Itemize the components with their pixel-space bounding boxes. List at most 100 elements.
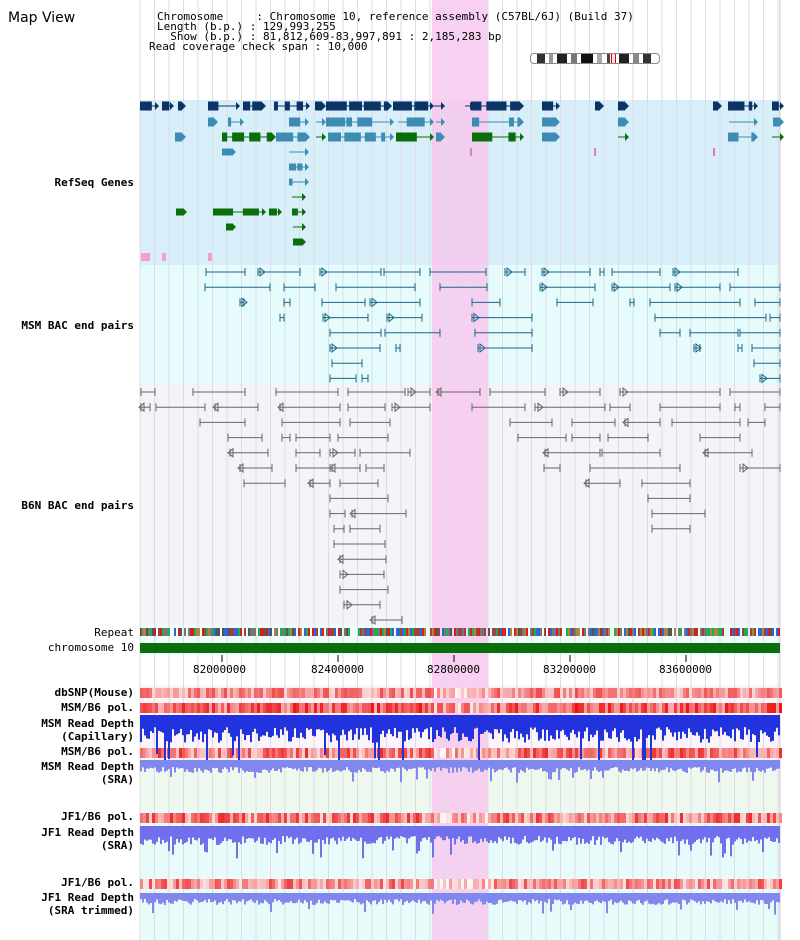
gene-exon[interactable] [363,101,381,111]
gene-exon[interactable] [344,132,361,142]
gene-exon[interactable] [175,132,182,142]
gene-exon[interactable] [293,238,302,246]
gene-exon[interactable] [381,132,386,142]
gene-exon[interactable] [289,178,293,186]
gene-exon[interactable] [178,101,182,111]
read-depth-bar [570,893,572,911]
gene-exon[interactable] [276,132,294,142]
polymorphism-cell [161,703,164,713]
track-label-msm-read-depth-sra[interactable]: MSM Read Depth [41,760,134,773]
gene-exon[interactable] [289,163,297,171]
track-label-msm-b6-pol[interactable]: MSM/B6 pol. [61,701,134,714]
gene-exon[interactable] [208,117,214,127]
gene-exon[interactable] [414,101,429,111]
gene-exon[interactable] [297,132,306,142]
gene-exon[interactable] [396,132,417,142]
polymorphism-cell [518,703,521,713]
gene-exon[interactable] [284,101,290,111]
gene-exon[interactable] [713,101,718,111]
track-label-repeat[interactable]: Repeat [94,626,134,639]
gene-exon[interactable] [618,117,625,127]
gene-exon[interactable] [297,163,303,171]
gene-exon[interactable] [349,101,362,111]
gene-exon[interactable] [542,117,556,127]
gene-exon[interactable] [222,148,232,156]
chromosome-ideogram[interactable] [530,53,660,64]
gene-exon[interactable] [509,117,514,127]
gene-exon[interactable] [618,101,625,111]
gene-exon[interactable] [406,117,425,127]
gene-exon[interactable] [472,117,480,127]
read-depth-bar [554,760,556,773]
gene-exon[interactable] [595,101,600,111]
gene-exon[interactable] [140,101,152,111]
track-label-jf1-read-depth-sra[interactable]: JF1 Read Depth [41,826,134,839]
read-depth-bar [536,826,538,841]
gene-exon[interactable] [249,132,261,142]
polymorphism-cell [428,703,431,713]
read-depth-bar [530,715,532,728]
gene-exon[interactable] [289,117,301,127]
gene-exon[interactable] [328,132,341,142]
gene-exon[interactable] [208,101,219,111]
track-label-msm-bac[interactable]: MSM BAC end pairs [21,319,134,332]
gene-exon[interactable] [517,117,520,127]
gene-exon[interactable] [542,101,554,111]
gene-exon[interactable] [751,132,754,142]
gene-exon[interactable] [510,101,520,111]
gene-exon[interactable] [486,101,507,111]
read-depth-bar [522,893,524,902]
track-label-refseq[interactable]: RefSeq Genes [54,176,134,189]
read-depth-bar [548,893,550,900]
gene-exon[interactable] [162,101,170,111]
repeat-element [746,628,748,636]
track-label-b6n-bac[interactable]: B6N BAC end pairs [21,499,134,512]
gene-exon[interactable] [357,117,373,127]
gene-exon[interactable] [772,101,779,111]
gene-exon[interactable] [292,208,298,216]
track-label-chromosome[interactable]: chromosome 10 [47,641,134,654]
track-label-jf1-b6-pol-trimmed[interactable]: JF1/B6 pol. [61,876,134,889]
read-depth-bar [282,893,284,905]
gene-exon[interactable] [243,101,251,111]
gene-exon[interactable] [383,101,388,111]
track-label-dbsnp[interactable]: dbSNP(Mouse) [54,686,134,699]
read-depth-bar [424,715,426,730]
gene-exon[interactable] [471,101,482,111]
gene-exon[interactable] [436,132,441,142]
polymorphism-cell [233,879,236,889]
polymorphism-cell [389,748,392,758]
gene-exon[interactable] [222,132,228,142]
gene-exon[interactable] [542,132,556,142]
gene-exon[interactable] [296,101,304,111]
track-label-msm-b6-pol-sra[interactable]: MSM/B6 pol. [61,745,134,758]
gene-exon[interactable] [213,208,234,216]
track-label-msm-read-depth-capillary[interactable]: MSM Read Depth [41,717,134,730]
polymorphism-cell [542,813,545,823]
gene-exon[interactable] [472,132,493,142]
gene-exon[interactable] [274,101,278,111]
gene-exon[interactable] [242,208,259,216]
gene-exon[interactable] [269,208,277,216]
gene-exon[interactable] [326,117,346,127]
gene-exon[interactable] [252,101,262,111]
gene-exon[interactable] [226,223,232,231]
gene-exon[interactable] [773,117,780,127]
gene-exon[interactable] [315,101,322,111]
gene-exon[interactable] [364,132,376,142]
gene-exon[interactable] [326,101,347,111]
gene-exon[interactable] [728,132,739,142]
gene-exon[interactable] [266,132,272,142]
gene-exon[interactable] [508,132,516,142]
track-label-jf1-read-depth-trimmed[interactable]: JF1 Read Depth [41,891,134,904]
gene-exon[interactable] [232,132,245,142]
gene-exon[interactable] [346,117,353,127]
polymorphism-cell [521,748,524,758]
track-label-jf1-b6-pol[interactable]: JF1/B6 pol. [61,810,134,823]
gene-exon[interactable] [176,208,183,216]
gene-exon[interactable] [748,101,753,111]
gene-exon[interactable] [728,101,745,111]
gene-exon[interactable] [393,101,412,111]
gene-exon[interactable] [228,117,232,127]
